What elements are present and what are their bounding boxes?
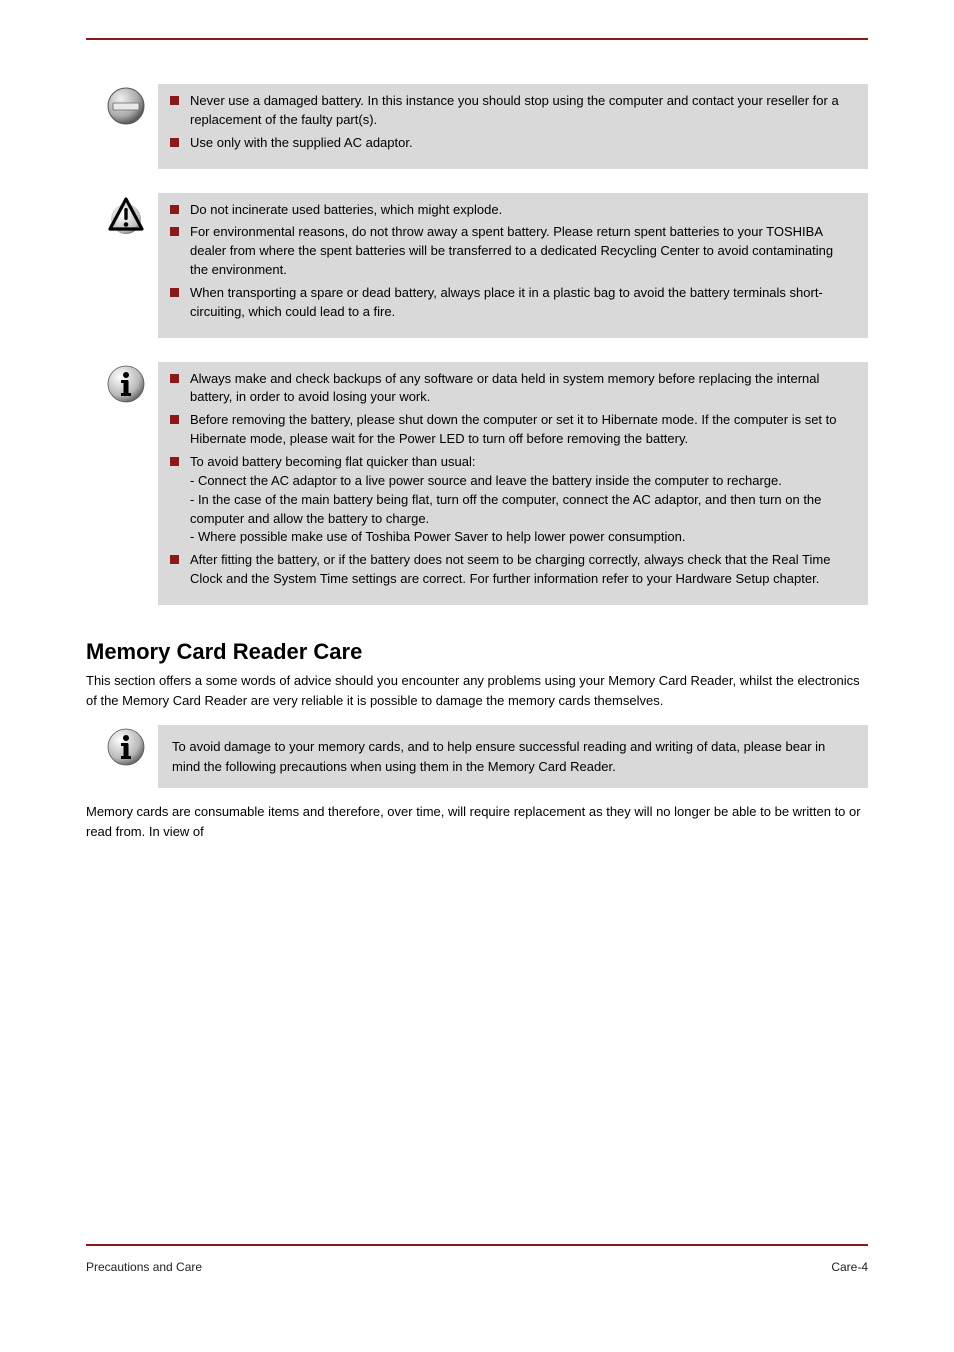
warning-content: Do not incinerate used batteries, which …: [158, 193, 868, 338]
no-entry-icon: [106, 86, 146, 169]
footer-right: Care-4: [831, 1260, 868, 1274]
list-item: Never use a damaged battery. In this ins…: [166, 92, 854, 130]
notice-block-info: Always make and check backups of any sof…: [86, 362, 868, 605]
bottom-rule: [86, 1244, 868, 1246]
warning-icon: [106, 195, 146, 338]
list-item: Always make and check backups of any sof…: [166, 370, 854, 408]
notice-content: Never use a damaged battery. In this ins…: [158, 84, 868, 169]
info-icon: [106, 727, 146, 788]
footer-left: Precautions and Care: [86, 1260, 202, 1274]
note-content: To avoid damage to your memory cards, an…: [158, 725, 868, 788]
top-rule: [86, 38, 868, 40]
page-footer: Precautions and Care Care-4: [86, 1260, 868, 1274]
list-item: To avoid battery becoming flat quicker t…: [166, 453, 854, 547]
list-item: For environmental reasons, do not throw …: [166, 223, 854, 280]
body-paragraph: Memory cards are consumable items and th…: [86, 802, 868, 842]
notice-block-warning: Do not incinerate used batteries, which …: [86, 193, 868, 338]
list-item: When transporting a spare or dead batter…: [166, 284, 854, 322]
section-heading: Memory Card Reader Care: [86, 639, 868, 665]
info-icon: [106, 364, 146, 605]
note-block: To avoid damage to your memory cards, an…: [86, 725, 868, 788]
info-content: Always make and check backups of any sof…: [158, 362, 868, 605]
list-item: Use only with the supplied AC adaptor.: [166, 134, 854, 153]
list-item: Before removing the battery, please shut…: [166, 411, 854, 449]
list-item: Do not incinerate used batteries, which …: [166, 201, 854, 220]
list-item: After fitting the battery, or if the bat…: [166, 551, 854, 589]
notice-block-no-entry: Never use a damaged battery. In this ins…: [86, 84, 868, 169]
body-paragraph: This section offers a some words of advi…: [86, 671, 868, 711]
